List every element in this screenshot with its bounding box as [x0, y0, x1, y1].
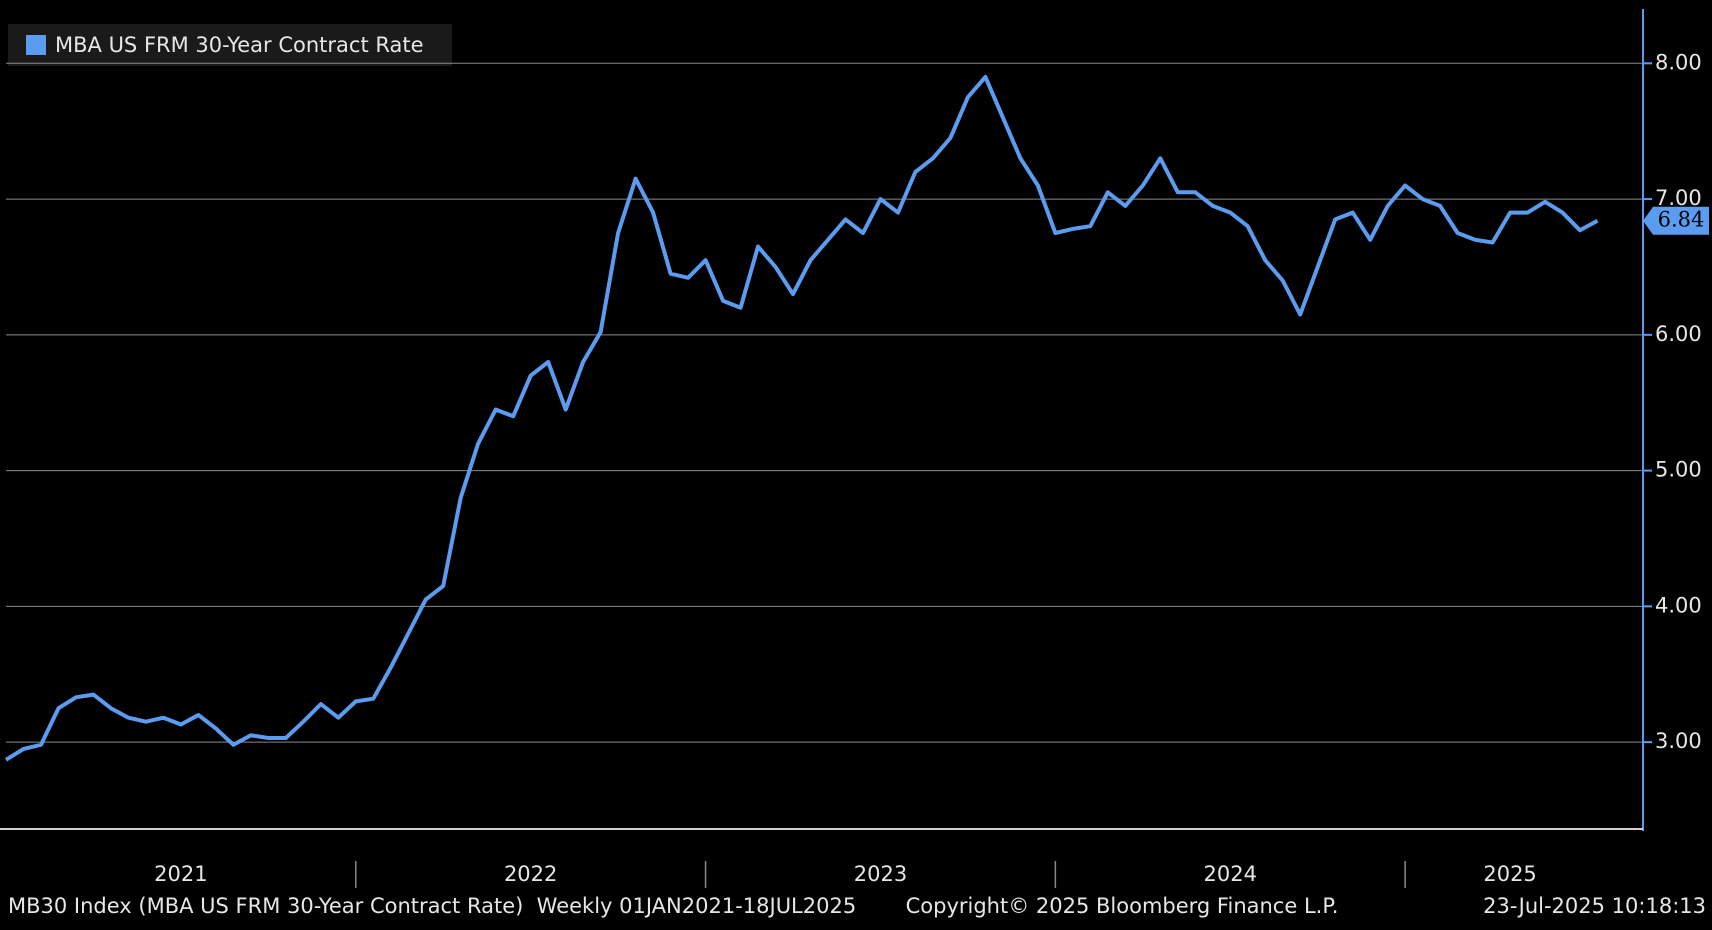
y-tick-label: 3.00 — [1655, 729, 1702, 753]
line — [4, 74, 1599, 762]
x-tick-label: 2024 — [1204, 862, 1257, 886]
y-tick-label: 8.00 — [1655, 50, 1702, 74]
y-tick-label: 5.00 — [1655, 458, 1702, 482]
x-tick-label: 2025 — [1483, 862, 1536, 886]
x-tick-label: 2022 — [504, 862, 557, 886]
footer-left: MB30 Index (MBA US FRM 30-Year Contract … — [8, 894, 856, 918]
x-tick-label: 2023 — [854, 862, 907, 886]
y-tick-label: 6.00 — [1655, 322, 1702, 346]
y-tick-label: 4.00 — [1655, 593, 1702, 617]
last-value-tag — [1643, 206, 1709, 235]
x-tick-label: 2021 — [154, 862, 207, 886]
legend-swatch — [26, 35, 46, 55]
y-tick-label: 7.00 — [1655, 186, 1702, 210]
footer-center: Copyright© 2025 Bloomberg Finance L.P. — [906, 894, 1339, 918]
footer-right: 23-Jul-2025 10:18:13 — [1483, 894, 1706, 918]
legend-label: MBA US FRM 30-Year Contract Rate — [55, 33, 424, 57]
legend-box — [8, 24, 452, 66]
last-value-label: 6.84 — [1658, 207, 1705, 231]
